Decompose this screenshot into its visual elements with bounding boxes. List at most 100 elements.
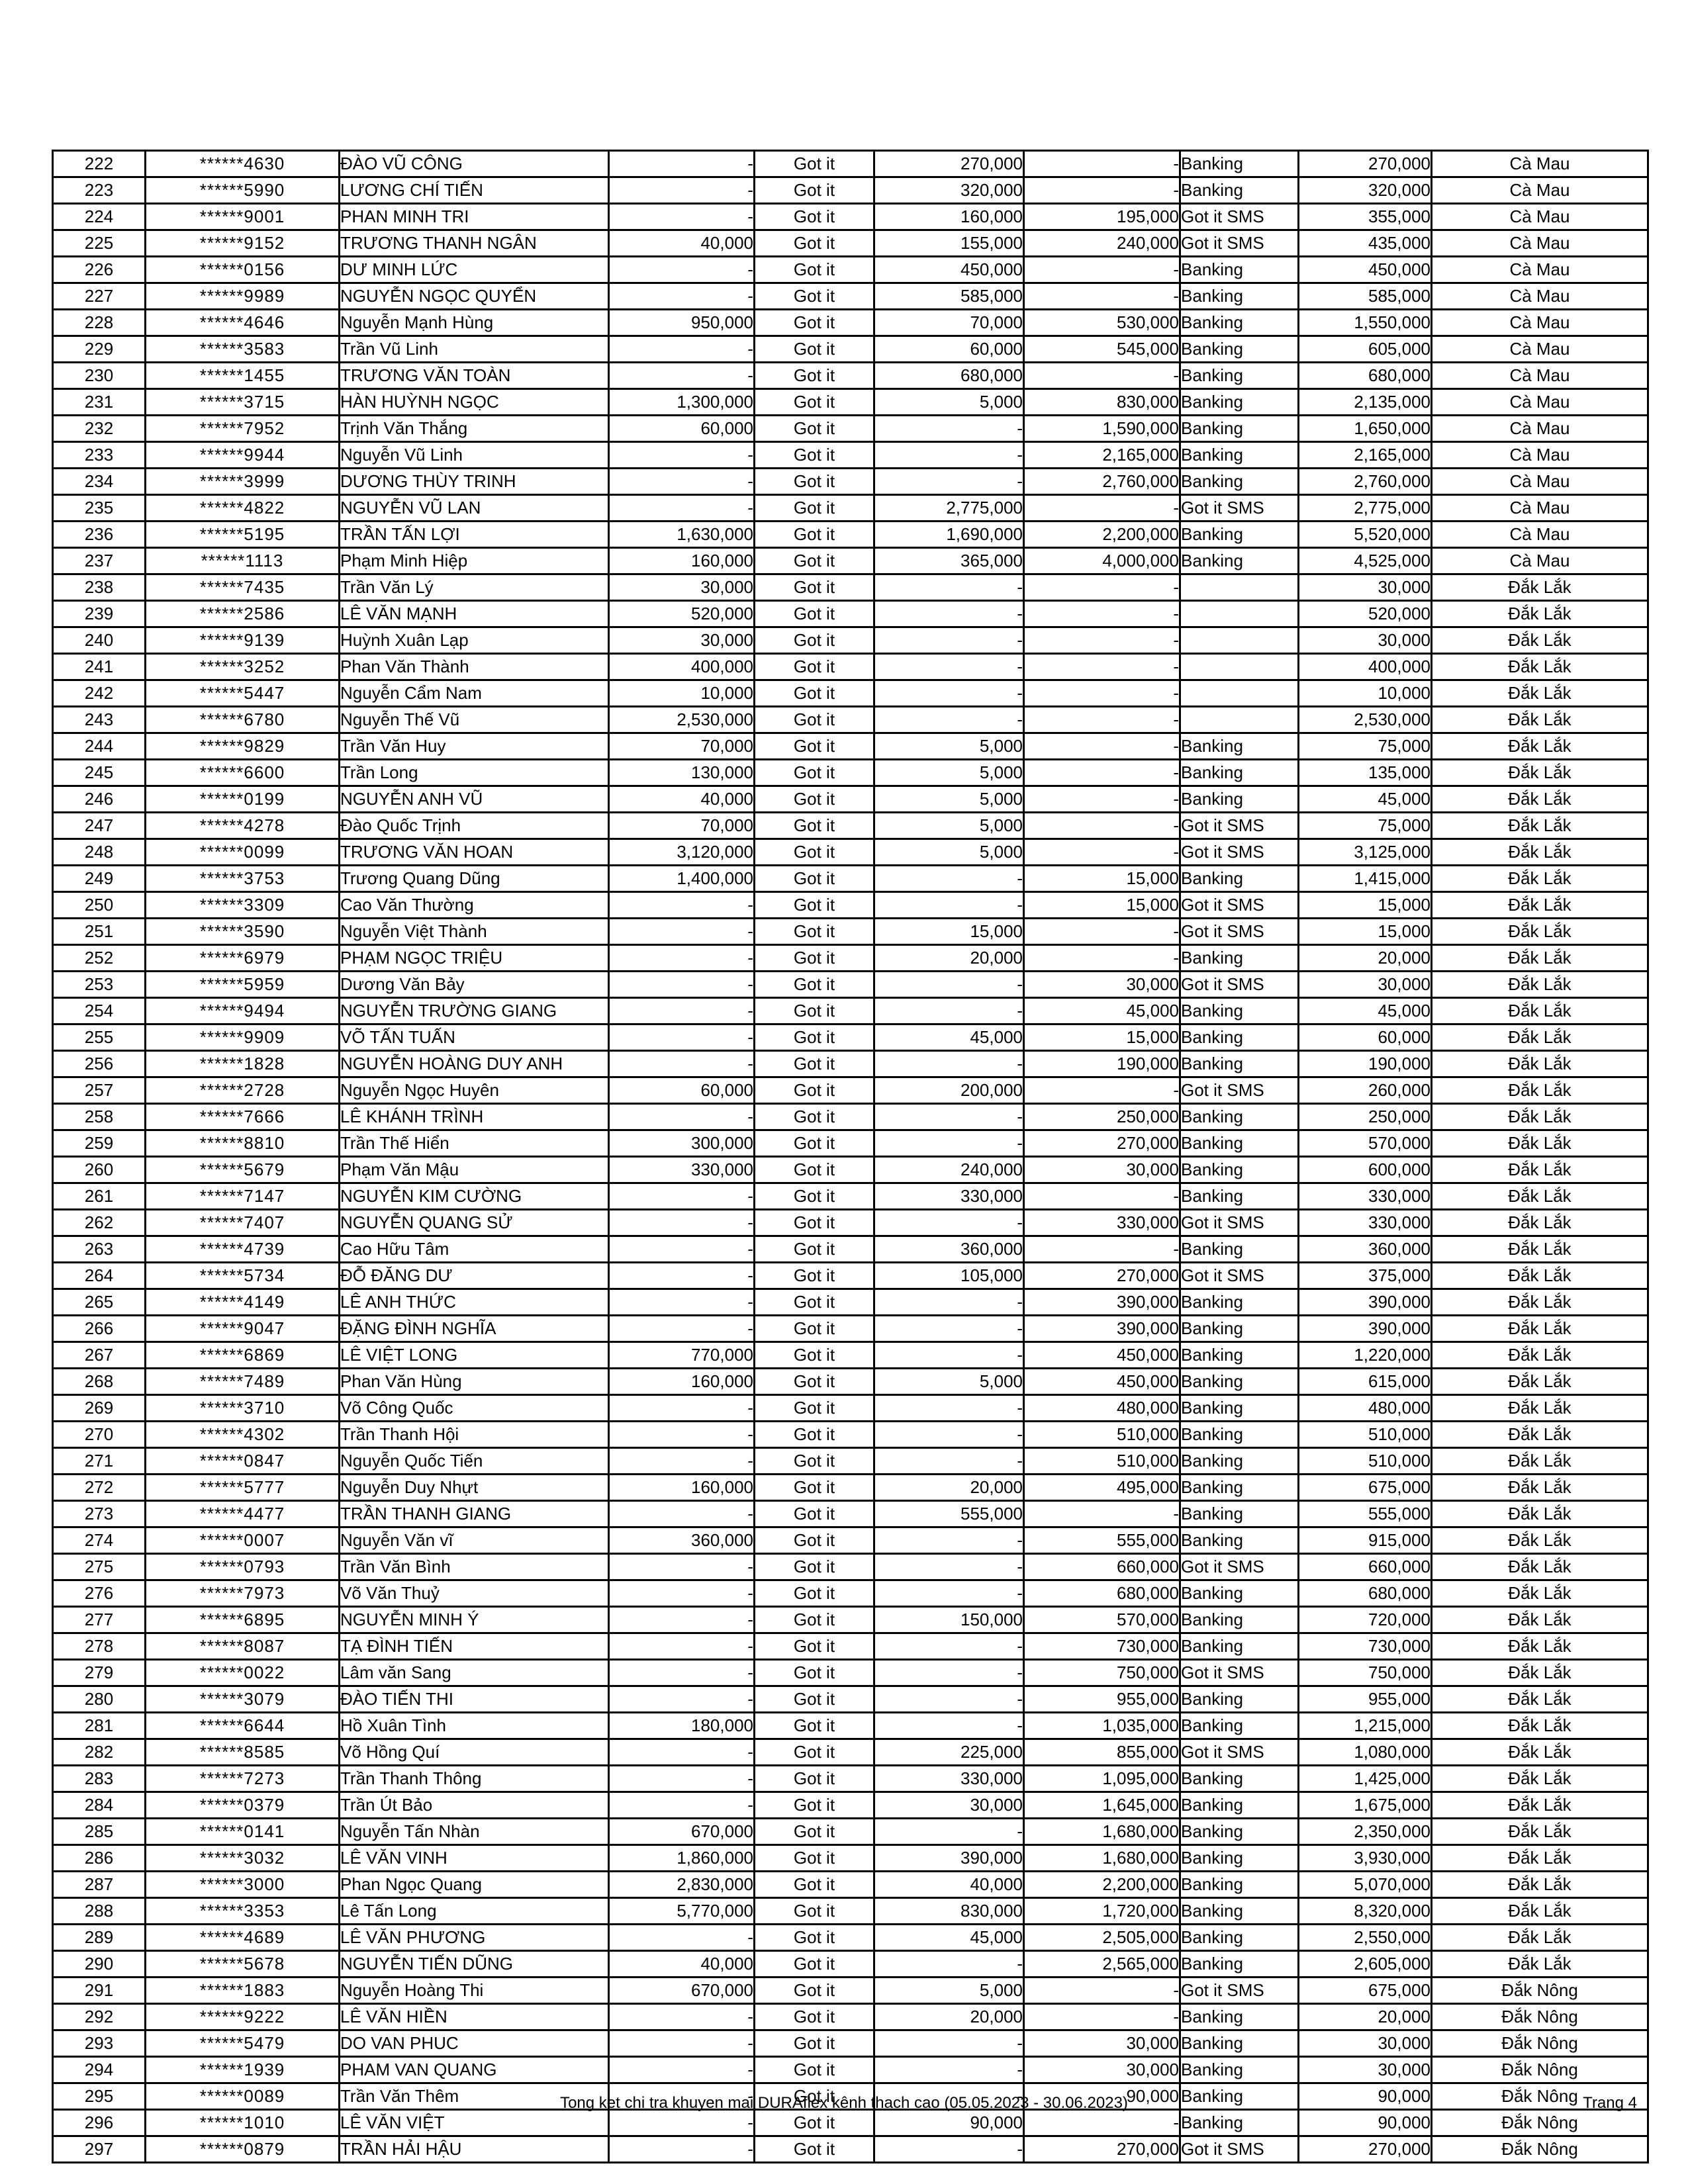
- cell-total: 375,000: [1297, 1261, 1432, 1290]
- cell-province: Đắk Lắk: [1430, 1500, 1649, 1528]
- cell-amount-1: -: [608, 2003, 755, 2031]
- table-row: 247 ******4278 Đào Quốc Trịnh 70,000 Got…: [52, 811, 1649, 840]
- cell-row-number: 254: [52, 997, 146, 1025]
- cell-status: Got it: [753, 1711, 875, 1740]
- cell-status: Got it: [753, 1659, 875, 1687]
- table-row: 296 ******1010 LÊ VĂN VIỆT - Got it 90,0…: [52, 2109, 1649, 2137]
- cell-amount-1: -: [608, 1685, 755, 1713]
- cell-amount-3: -: [1023, 626, 1181, 655]
- cell-name: PHAN MINH TRI: [338, 203, 610, 231]
- cell-row-number: 239: [52, 600, 146, 628]
- cell-province: Đắk Lắk: [1430, 1817, 1649, 1846]
- cell-name: DƯƠNG THÙY TRINH: [338, 467, 610, 496]
- cell-amount-1: 60,000: [608, 1076, 755, 1105]
- cell-payment-method: Banking: [1179, 864, 1299, 893]
- cell-payment-method: Banking: [1179, 1923, 1299, 1952]
- cell-name: Huỳnh Xuân Lạp: [338, 626, 610, 655]
- cell-masked-account: ******2728: [144, 1076, 340, 1105]
- cell-payment-method: [1179, 705, 1299, 734]
- cell-masked-account: ******0793: [144, 1553, 340, 1581]
- cell-status: Got it: [753, 1129, 875, 1158]
- cell-amount-1: -: [608, 1500, 755, 1528]
- cell-payment-method: Banking: [1179, 255, 1299, 284]
- cell-payment-method: Banking: [1179, 1685, 1299, 1713]
- cell-province: Đắk Lắk: [1430, 679, 1649, 707]
- cell-total: 90,000: [1297, 2082, 1432, 2111]
- cell-name: ĐẶNG ĐÌNH NGHĨA: [338, 1314, 610, 1343]
- cell-payment-method: Banking: [1179, 2056, 1299, 2084]
- cell-masked-account: ******8087: [144, 1632, 340, 1661]
- cell-amount-2: 330,000: [873, 1764, 1025, 1793]
- cell-masked-account: ******3000: [144, 1870, 340, 1899]
- table-row: 240 ******9139 Huỳnh Xuân Lạp 30,000 Got…: [52, 626, 1649, 655]
- cell-province: Cà Mau: [1430, 441, 1649, 469]
- cell-amount-3: -: [1023, 1500, 1181, 1528]
- cell-province: Đắk Lắk: [1430, 758, 1649, 787]
- cell-name: Trần Thế Hiển: [338, 1129, 610, 1158]
- cell-name: Nguyễn Thế Vũ: [338, 705, 610, 734]
- cell-masked-account: ******5447: [144, 679, 340, 707]
- cell-row-number: 294: [52, 2056, 146, 2084]
- cell-row-number: 275: [52, 1553, 146, 1581]
- cell-status: Got it: [753, 2029, 875, 2058]
- cell-amount-2: 20,000: [873, 2003, 1025, 2031]
- cell-masked-account: ******7952: [144, 414, 340, 443]
- cell-row-number: 241: [52, 653, 146, 681]
- cell-amount-3: 555,000: [1023, 1526, 1181, 1555]
- cell-masked-account: ******3753: [144, 864, 340, 893]
- cell-amount-2: -: [873, 1447, 1025, 1475]
- cell-province: Cà Mau: [1430, 203, 1649, 231]
- cell-payment-method: Banking: [1179, 547, 1299, 575]
- cell-amount-3: 1,680,000: [1023, 1844, 1181, 1872]
- cell-status: Got it: [753, 361, 875, 390]
- cell-payment-method: Banking: [1179, 1764, 1299, 1793]
- table-row: 223 ******5990 LƯƠNG CHÍ TIẾN - Got it 3…: [52, 176, 1649, 205]
- cell-payment-method: Banking: [1179, 1473, 1299, 1502]
- cell-payment-method: Got it SMS: [1179, 203, 1299, 231]
- cell-status: Got it: [753, 1050, 875, 1078]
- cell-province: Đắk Lắk: [1430, 1235, 1649, 1263]
- cell-amount-2: -: [873, 1711, 1025, 1740]
- cell-status: Got it: [753, 494, 875, 522]
- cell-amount-3: 855,000: [1023, 1738, 1181, 1766]
- table-row: 289 ******4689 LÊ VĂN PHƯƠNG - Got it 45…: [52, 1923, 1649, 1952]
- cell-payment-method: Banking: [1179, 2029, 1299, 2058]
- cell-province: Đắk Lắk: [1430, 1023, 1649, 1052]
- cell-province: Cà Mau: [1430, 176, 1649, 205]
- cell-amount-1: 130,000: [608, 758, 755, 787]
- cell-masked-account: ******6869: [144, 1341, 340, 1369]
- table-row: 236 ******5195 TRẦN TẤN LỢI 1,630,000 Go…: [52, 520, 1649, 549]
- cell-amount-1: -: [608, 150, 755, 178]
- table-row: 228 ******4646 Nguyễn Mạnh Hùng 950,000 …: [52, 308, 1649, 337]
- table-row: 234 ******3999 DƯƠNG THÙY TRINH - Got it…: [52, 467, 1649, 496]
- cell-amount-2: 40,000: [873, 1870, 1025, 1899]
- cell-total: 360,000: [1297, 1235, 1432, 1263]
- cell-province: Đắk Lắk: [1430, 917, 1649, 946]
- table-row: 233 ******9944 Nguyễn Vũ Linh - Got it -…: [52, 441, 1649, 469]
- cell-payment-method: Banking: [1179, 1500, 1299, 1528]
- cell-row-number: 231: [52, 388, 146, 416]
- cell-name: Trần Vũ Linh: [338, 335, 610, 363]
- cell-row-number: 289: [52, 1923, 146, 1952]
- cell-payment-method: Got it SMS: [1179, 891, 1299, 919]
- table-row: 278 ******8087 TẠ ĐÌNH TIẾN - Got it - 7…: [52, 1632, 1649, 1661]
- cell-masked-account: ******4302: [144, 1420, 340, 1449]
- cell-total: 585,000: [1297, 282, 1432, 310]
- cell-amount-2: 5,000: [873, 388, 1025, 416]
- cell-amount-1: 2,530,000: [608, 705, 755, 734]
- cell-amount-2: 45,000: [873, 1923, 1025, 1952]
- cell-status: Got it: [753, 441, 875, 469]
- cell-status: Got it: [753, 308, 875, 337]
- cell-masked-account: ******9047: [144, 1314, 340, 1343]
- cell-name: NGUYỄN ANH VŨ: [338, 785, 610, 813]
- cell-masked-account: ******9909: [144, 1023, 340, 1052]
- cell-payment-method: Banking: [1179, 176, 1299, 205]
- cell-status: Got it: [753, 653, 875, 681]
- cell-row-number: 272: [52, 1473, 146, 1502]
- cell-name: Trần Út Bảo: [338, 1791, 610, 1819]
- cell-payment-method: Banking: [1179, 282, 1299, 310]
- cell-total: 3,930,000: [1297, 1844, 1432, 1872]
- cell-status: Got it: [753, 1261, 875, 1290]
- cell-amount-3: -: [1023, 679, 1181, 707]
- cell-payment-method: Banking: [1179, 1711, 1299, 1740]
